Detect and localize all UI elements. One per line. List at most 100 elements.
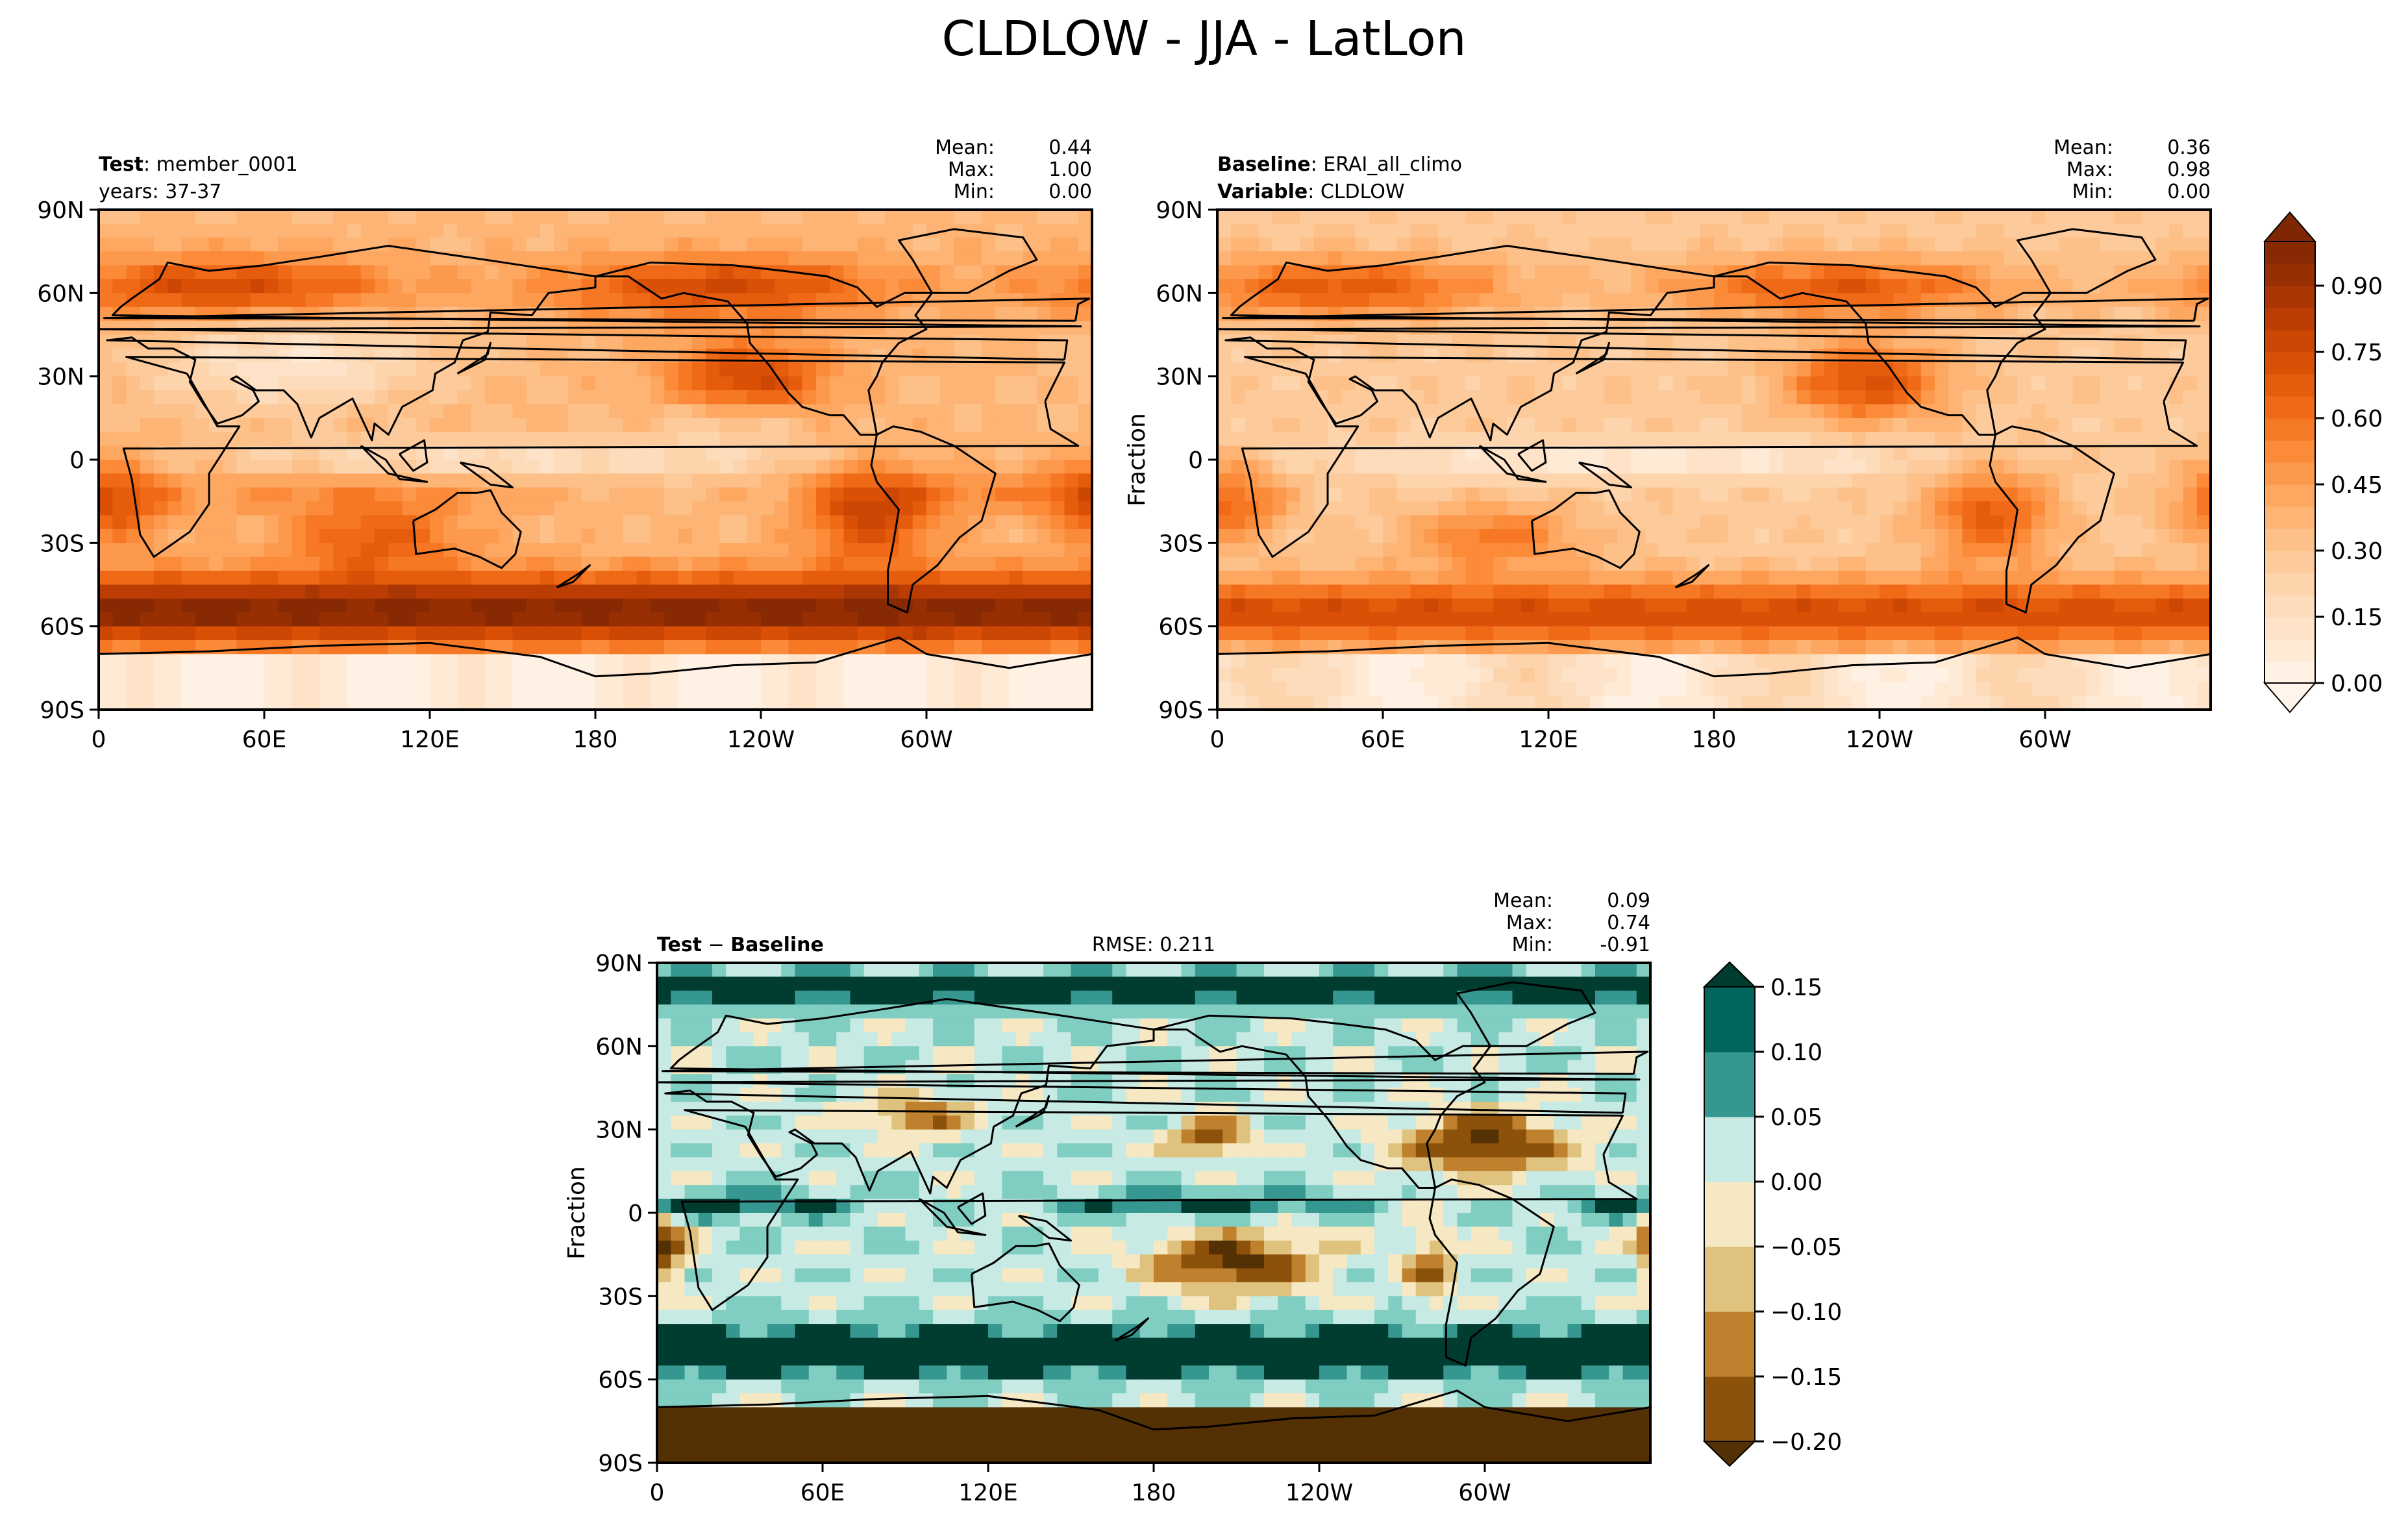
map-cell bbox=[2128, 598, 2142, 614]
map-cell bbox=[333, 654, 348, 669]
map-cell bbox=[2086, 473, 2101, 488]
map-cell bbox=[678, 306, 693, 321]
map-cell bbox=[1078, 473, 1093, 488]
map-cell bbox=[1604, 528, 1619, 544]
map-cell bbox=[236, 612, 251, 627]
map-cell bbox=[140, 432, 155, 447]
map-cell bbox=[567, 501, 582, 516]
map-cell bbox=[1507, 293, 1522, 308]
map-cell bbox=[209, 251, 224, 266]
map-cell bbox=[678, 473, 693, 488]
map-cell bbox=[499, 543, 514, 558]
map-cell bbox=[1838, 460, 1853, 475]
map-cell bbox=[982, 543, 997, 558]
map-cell bbox=[1217, 390, 1232, 405]
map-cell bbox=[691, 626, 706, 641]
map-cell bbox=[1907, 223, 1922, 238]
map-cell bbox=[1410, 265, 1425, 280]
map-cell bbox=[2155, 543, 2170, 558]
map-cell bbox=[1576, 265, 1591, 280]
map-cell bbox=[1631, 460, 1646, 475]
map-cell bbox=[236, 348, 251, 364]
map-cell bbox=[871, 515, 886, 530]
map-cell bbox=[209, 682, 224, 697]
map-cell bbox=[1078, 654, 1093, 669]
map-cell bbox=[1009, 528, 1024, 544]
map-cell bbox=[967, 487, 982, 502]
map-cell bbox=[1962, 626, 1977, 641]
map-cell bbox=[1328, 543, 1343, 558]
map-cell bbox=[706, 223, 721, 238]
map-cell bbox=[2169, 404, 2184, 419]
map-cell bbox=[1493, 417, 1508, 433]
map-cell bbox=[747, 612, 762, 627]
map-cell bbox=[2196, 473, 2211, 488]
map-cell bbox=[1424, 404, 1439, 419]
map-cell bbox=[1521, 528, 1535, 544]
map-cell bbox=[2155, 237, 2170, 252]
map-cell bbox=[540, 460, 555, 475]
map-cell bbox=[747, 237, 762, 252]
map-cell bbox=[2114, 528, 2129, 544]
map-cell bbox=[457, 251, 472, 266]
map-cell bbox=[1672, 237, 1687, 252]
map-cell bbox=[1604, 251, 1619, 266]
map-cell bbox=[1714, 251, 1729, 266]
map-cell bbox=[1383, 515, 1398, 530]
map-cell bbox=[1383, 237, 1398, 252]
map-cell bbox=[1769, 334, 1784, 349]
map-cell bbox=[112, 293, 127, 308]
map-cell bbox=[554, 279, 569, 294]
map-cell bbox=[581, 515, 596, 530]
map-cell bbox=[843, 667, 858, 683]
map-cell bbox=[1852, 487, 1867, 502]
map-cell bbox=[1562, 432, 1577, 447]
map-cell bbox=[154, 390, 169, 405]
map-cell bbox=[112, 487, 127, 502]
map-cell bbox=[1037, 515, 1052, 530]
map-cell bbox=[1507, 445, 1522, 460]
map-cell bbox=[1245, 598, 1260, 614]
map-cell bbox=[1341, 460, 1356, 475]
map-cell bbox=[719, 237, 734, 252]
map-cell bbox=[526, 626, 541, 641]
map-cell bbox=[1589, 390, 1604, 405]
map-cell bbox=[788, 417, 803, 433]
map-cell bbox=[430, 487, 445, 502]
map-cell bbox=[1396, 528, 1411, 544]
map-cell bbox=[1009, 404, 1024, 419]
map-cell bbox=[609, 251, 624, 266]
map-cell bbox=[871, 695, 886, 710]
map-cell bbox=[1865, 612, 1880, 627]
map-cell bbox=[1810, 362, 1825, 377]
map-cell bbox=[761, 432, 776, 447]
map-cell bbox=[1300, 543, 1315, 558]
map-cell bbox=[1534, 528, 1549, 544]
map-cell bbox=[1589, 417, 1604, 433]
map-cell bbox=[1245, 223, 1260, 238]
map-cell bbox=[2141, 556, 2156, 571]
map-cell bbox=[126, 237, 141, 252]
map-cell bbox=[2004, 321, 2018, 336]
map-cell bbox=[168, 640, 182, 655]
map-cell bbox=[278, 223, 293, 238]
map-cell bbox=[843, 584, 858, 599]
map-cell bbox=[636, 265, 651, 280]
map-cell bbox=[2100, 528, 2115, 544]
map-cell bbox=[1617, 460, 1632, 475]
map-cell bbox=[1962, 515, 1977, 530]
map-cell bbox=[1990, 404, 2005, 419]
map-cell bbox=[651, 654, 665, 669]
map-cell bbox=[1672, 556, 1687, 571]
map-cell bbox=[1935, 473, 1950, 488]
map-cell bbox=[1755, 487, 1770, 502]
map-cell bbox=[1769, 571, 1784, 586]
map-cell bbox=[1645, 293, 1659, 308]
map-cell bbox=[1272, 501, 1287, 516]
map-cell bbox=[2114, 598, 2129, 614]
map-cell bbox=[1396, 598, 1411, 614]
map-cell bbox=[223, 682, 238, 697]
map-cell bbox=[1645, 501, 1659, 516]
map-cell bbox=[485, 265, 500, 280]
map-cell bbox=[375, 695, 390, 710]
